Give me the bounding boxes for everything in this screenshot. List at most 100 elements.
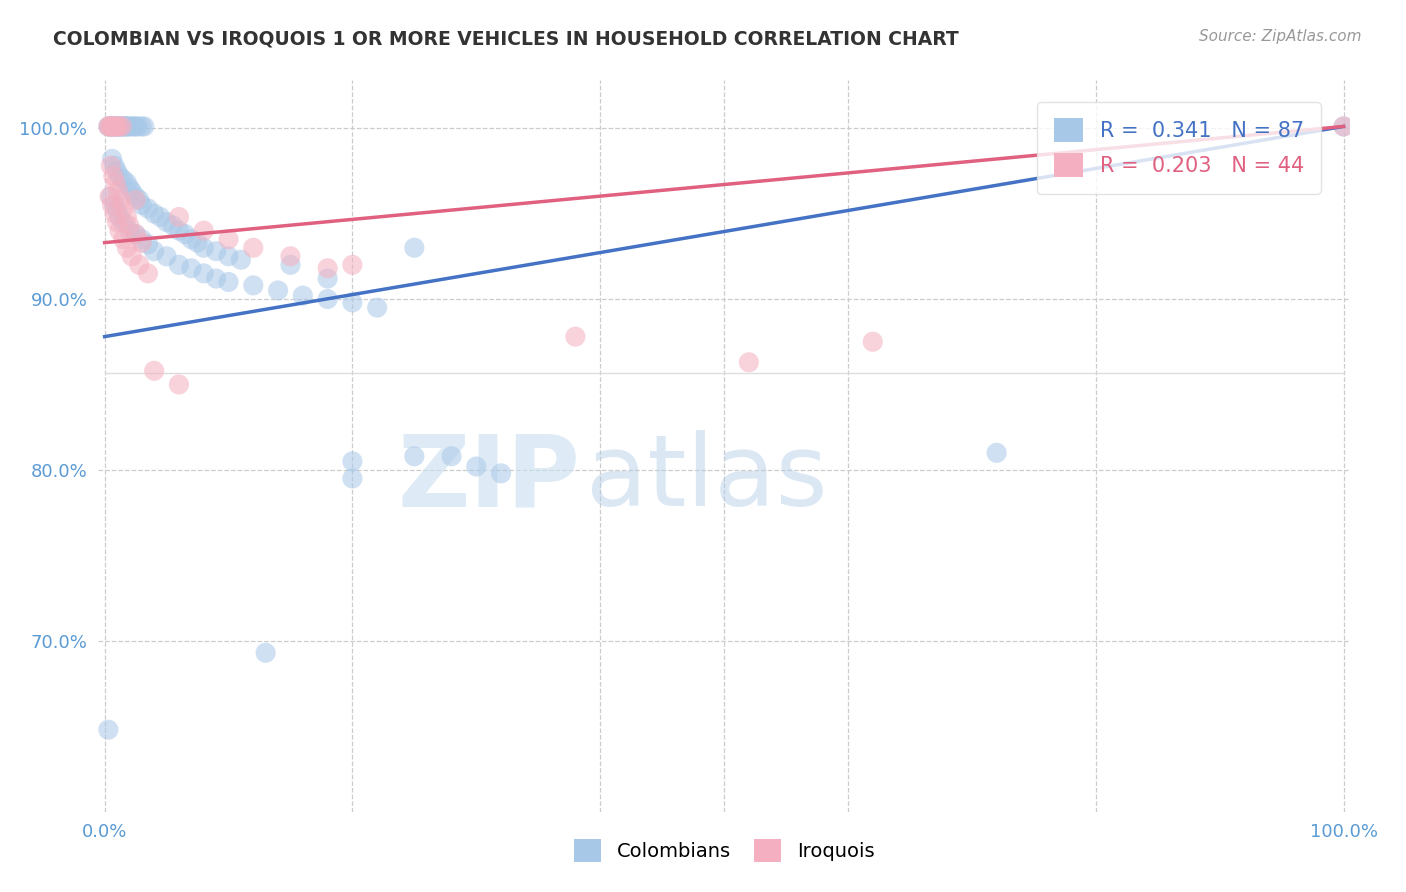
Point [103,206,125,220]
Point [1333,120,1355,134]
Point [98,189,121,203]
Point [107,185,129,199]
Point [366,301,388,315]
Point [108,224,131,238]
Point [97,723,120,737]
Point [131,120,153,134]
Point [101,120,124,134]
Point [128,193,150,207]
Point [105,120,128,134]
Point [986,446,1008,460]
Point [440,449,463,463]
Point [112,232,135,246]
Point [103,120,125,134]
Point [101,152,124,166]
Point [342,258,364,272]
Point [105,203,128,218]
Point [205,244,228,259]
Y-axis label: 1 or more Vehicles in Household: 1 or more Vehicles in Household [0,312,6,580]
Point [114,120,136,134]
Point [124,120,146,134]
Point [108,120,131,134]
Point [111,120,134,134]
Point [112,172,135,186]
Point [124,189,146,203]
Point [115,176,138,190]
Point [100,120,122,134]
Point [862,334,884,349]
Point [128,258,150,272]
Point [136,266,159,280]
Point [121,249,143,263]
Point [489,467,512,481]
Point [105,120,128,134]
Point [101,120,124,134]
Point [167,210,190,224]
Point [103,120,125,134]
Point [342,454,364,468]
Point [131,198,153,212]
Point [104,120,127,134]
Point [124,193,146,207]
Point [316,261,339,276]
Point [124,227,146,241]
Point [316,292,339,306]
Point [465,459,488,474]
Point [218,275,240,289]
Point [112,202,135,216]
Point [103,120,125,134]
Point [193,241,215,255]
Point [98,120,121,134]
Point [193,224,215,238]
Point [404,449,426,463]
Point [254,646,277,660]
Point [108,210,131,224]
Point [112,120,135,134]
Point [105,164,128,178]
Point [131,235,153,250]
Point [280,258,302,272]
Point [738,355,761,369]
Point [174,227,197,241]
Point [103,198,125,212]
Point [143,206,166,220]
Point [110,120,132,134]
Point [118,181,141,195]
Point [108,120,131,134]
Point [100,189,122,203]
Point [111,120,134,134]
Point [103,159,125,173]
Point [136,237,159,252]
Point [110,193,132,207]
Point [267,284,290,298]
Point [162,219,184,233]
Point [124,120,146,134]
Text: ZIP: ZIP [398,431,581,527]
Point [117,120,139,134]
Point [291,288,314,302]
Point [114,120,136,134]
Point [242,278,264,293]
Text: COLOMBIAN VS IROQUOIS 1 OR MORE VEHICLES IN HOUSEHOLD CORRELATION CHART: COLOMBIAN VS IROQUOIS 1 OR MORE VEHICLES… [53,29,959,48]
Point [155,215,177,229]
Point [218,232,240,246]
Point [100,120,122,134]
Point [205,271,228,285]
Point [143,244,166,259]
Legend: Colombians, Iroquois: Colombians, Iroquois [560,825,889,875]
Point [180,261,202,276]
Point [115,120,138,134]
Point [149,210,172,224]
Point [104,176,127,190]
Point [121,120,143,134]
Point [193,266,215,280]
Point [342,295,364,310]
Point [167,258,190,272]
Point [155,249,177,263]
Point [118,219,141,233]
Point [118,120,141,134]
Point [97,120,120,134]
Point [186,235,208,250]
Point [105,215,128,229]
Point [134,120,156,134]
